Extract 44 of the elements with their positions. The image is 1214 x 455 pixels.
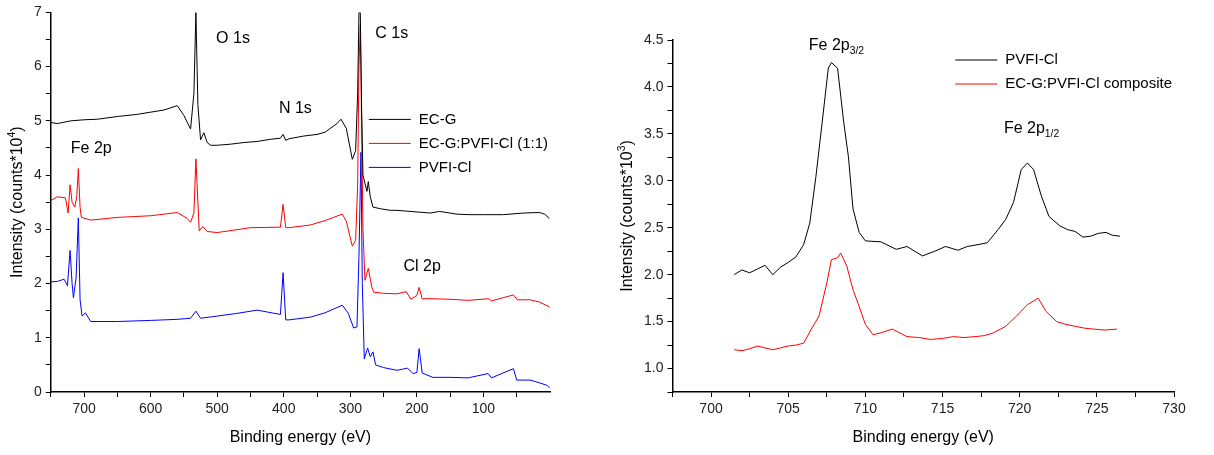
x-tick-label: 200 [405,400,429,417]
y-tick-label: 3.5 [643,124,664,141]
y-tick-label: 6 [33,57,42,74]
y-axis-title: Intensity (counts*104) [6,126,26,279]
y-tick-label: 1.5 [643,312,664,329]
y-tick-label: 1.0 [643,359,664,376]
x-tick-label: 720 [1008,400,1032,417]
annotation: Fe 2p [70,139,112,157]
x-tick-label: 600 [138,400,163,417]
annotation: Cl 2p [403,256,441,274]
x-tick-label: 100 [471,400,496,417]
legend-label: EC-G [418,109,457,127]
y-tick-label: 2 [33,274,42,291]
annotation: C 1s [375,24,409,42]
y-tick-label: 5 [33,111,42,128]
y-tick-label: 0 [33,382,42,399]
y-tick-label: 3.0 [643,171,664,188]
x-tick-label: 730 [1162,400,1186,417]
y-tick-label: 2.5 [643,218,664,235]
x-tick-label: 500 [205,400,230,417]
x-tick-label: 710 [853,400,878,417]
x-tick-label: 700 [699,400,723,417]
annotation: O 1s [216,29,250,47]
x-tick-label: 300 [338,400,363,417]
x-axis-title: Binding energy (eV) [852,427,994,445]
y-tick-label: 4.5 [643,30,664,47]
x-tick-label: 705 [776,400,801,417]
y-tick-label: 3 [33,220,42,237]
x-axis-title: Binding energy (eV) [229,427,372,445]
y-tick-label: 4.0 [643,77,664,94]
x-tick-label: 725 [1085,400,1109,417]
y-tick-label: 1 [33,328,42,345]
legend-label: PVFI-Cl [418,157,472,175]
legend-label: PVFI-Cl [1005,50,1058,68]
annotation: N 1s [278,98,312,116]
x-tick-label: 400 [272,400,296,417]
y-axis-title: Intensity (counts*103) [616,140,636,292]
x-tick-label: 700 [72,400,96,417]
y-tick-label: 7 [33,3,42,20]
legend-label: EC-G:PVFI-Cl (1:1) [418,133,549,151]
y-tick-label: 4 [33,165,42,182]
x-tick-label: 715 [930,400,955,417]
y-tick-label: 2.0 [643,265,664,282]
legend-label: EC-G:PVFI-Cl composite [1005,74,1172,92]
